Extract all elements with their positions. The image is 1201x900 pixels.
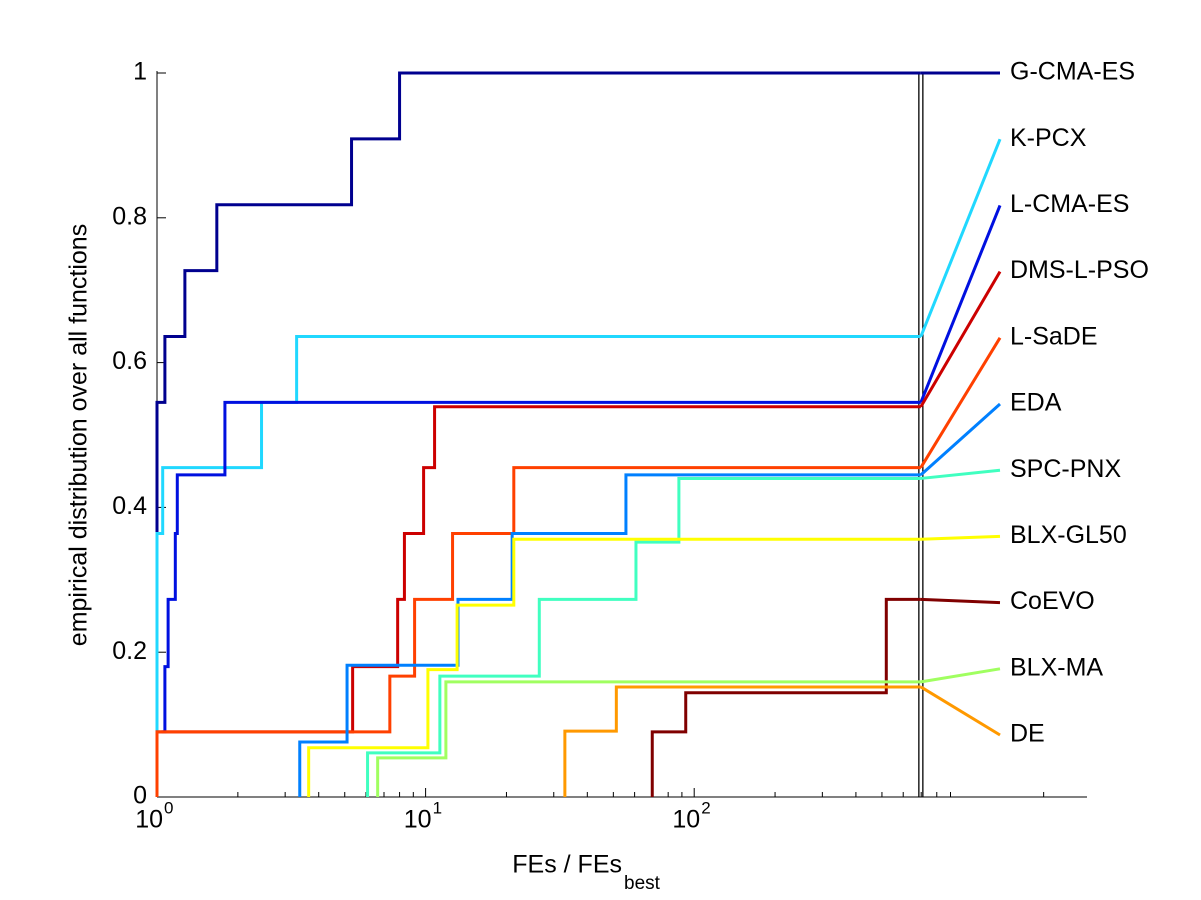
series-line: [307, 537, 921, 797]
series-line: [298, 473, 921, 797]
legend-connector: [919, 204, 1002, 403]
legend-label: DE: [1010, 720, 1045, 748]
legend-label: L-CMA-ES: [1010, 190, 1129, 218]
y-axis-label: empirical distribution over all function…: [65, 224, 93, 646]
legend-connector: [920, 468, 1001, 480]
legend-label: BLX-GL50: [1010, 521, 1127, 549]
legend-connector: [919, 337, 1002, 469]
legend-connector: [920, 534, 1001, 541]
x-tick-label: 10: [135, 806, 163, 834]
series-line: [155, 466, 921, 797]
y-tick-label: 0.8: [112, 202, 147, 230]
legend-connector: [919, 270, 1002, 408]
legend-label: SPC-PNX: [1010, 455, 1121, 483]
legend-label: L-SaDE: [1010, 322, 1098, 350]
y-tick-label: 0: [133, 782, 147, 810]
x-tick-exponent: 2: [701, 798, 710, 817]
y-tick-label: 0.6: [112, 347, 147, 375]
legend-label: CoEVO: [1010, 587, 1095, 615]
series-line: [650, 597, 921, 797]
series-line: [376, 680, 921, 797]
series-line: [155, 335, 921, 797]
x-axis-label: FEs / FEs: [512, 851, 622, 879]
series-line: [161, 400, 921, 734]
x-axis-label-sub: best: [624, 873, 661, 894]
y-tick-label: 0.4: [112, 492, 147, 520]
series-line: [563, 685, 921, 797]
legend-connector: [920, 667, 1001, 684]
y-tick-label: 0.2: [112, 637, 147, 665]
y-tick-label: 1: [133, 58, 147, 86]
x-tick-exponent: 0: [164, 798, 173, 817]
legend-connector: [919, 402, 1002, 476]
legend-label: DMS-L-PSO: [1010, 256, 1149, 284]
series-line: [366, 476, 921, 797]
x-tick-label: 10: [672, 806, 700, 834]
series-line: [155, 71, 921, 797]
legend-label: EDA: [1010, 389, 1062, 417]
legend-label: K-PCX: [1010, 124, 1087, 152]
legend-connector: [919, 138, 1002, 338]
legend-label: BLX-MA: [1010, 653, 1103, 681]
legend-connector: [920, 685, 1001, 737]
legend-connector: [920, 597, 1001, 605]
x-tick-label: 10: [404, 806, 432, 834]
x-tick-exponent: 1: [433, 798, 442, 817]
legend-label: G-CMA-ES: [1010, 58, 1135, 86]
